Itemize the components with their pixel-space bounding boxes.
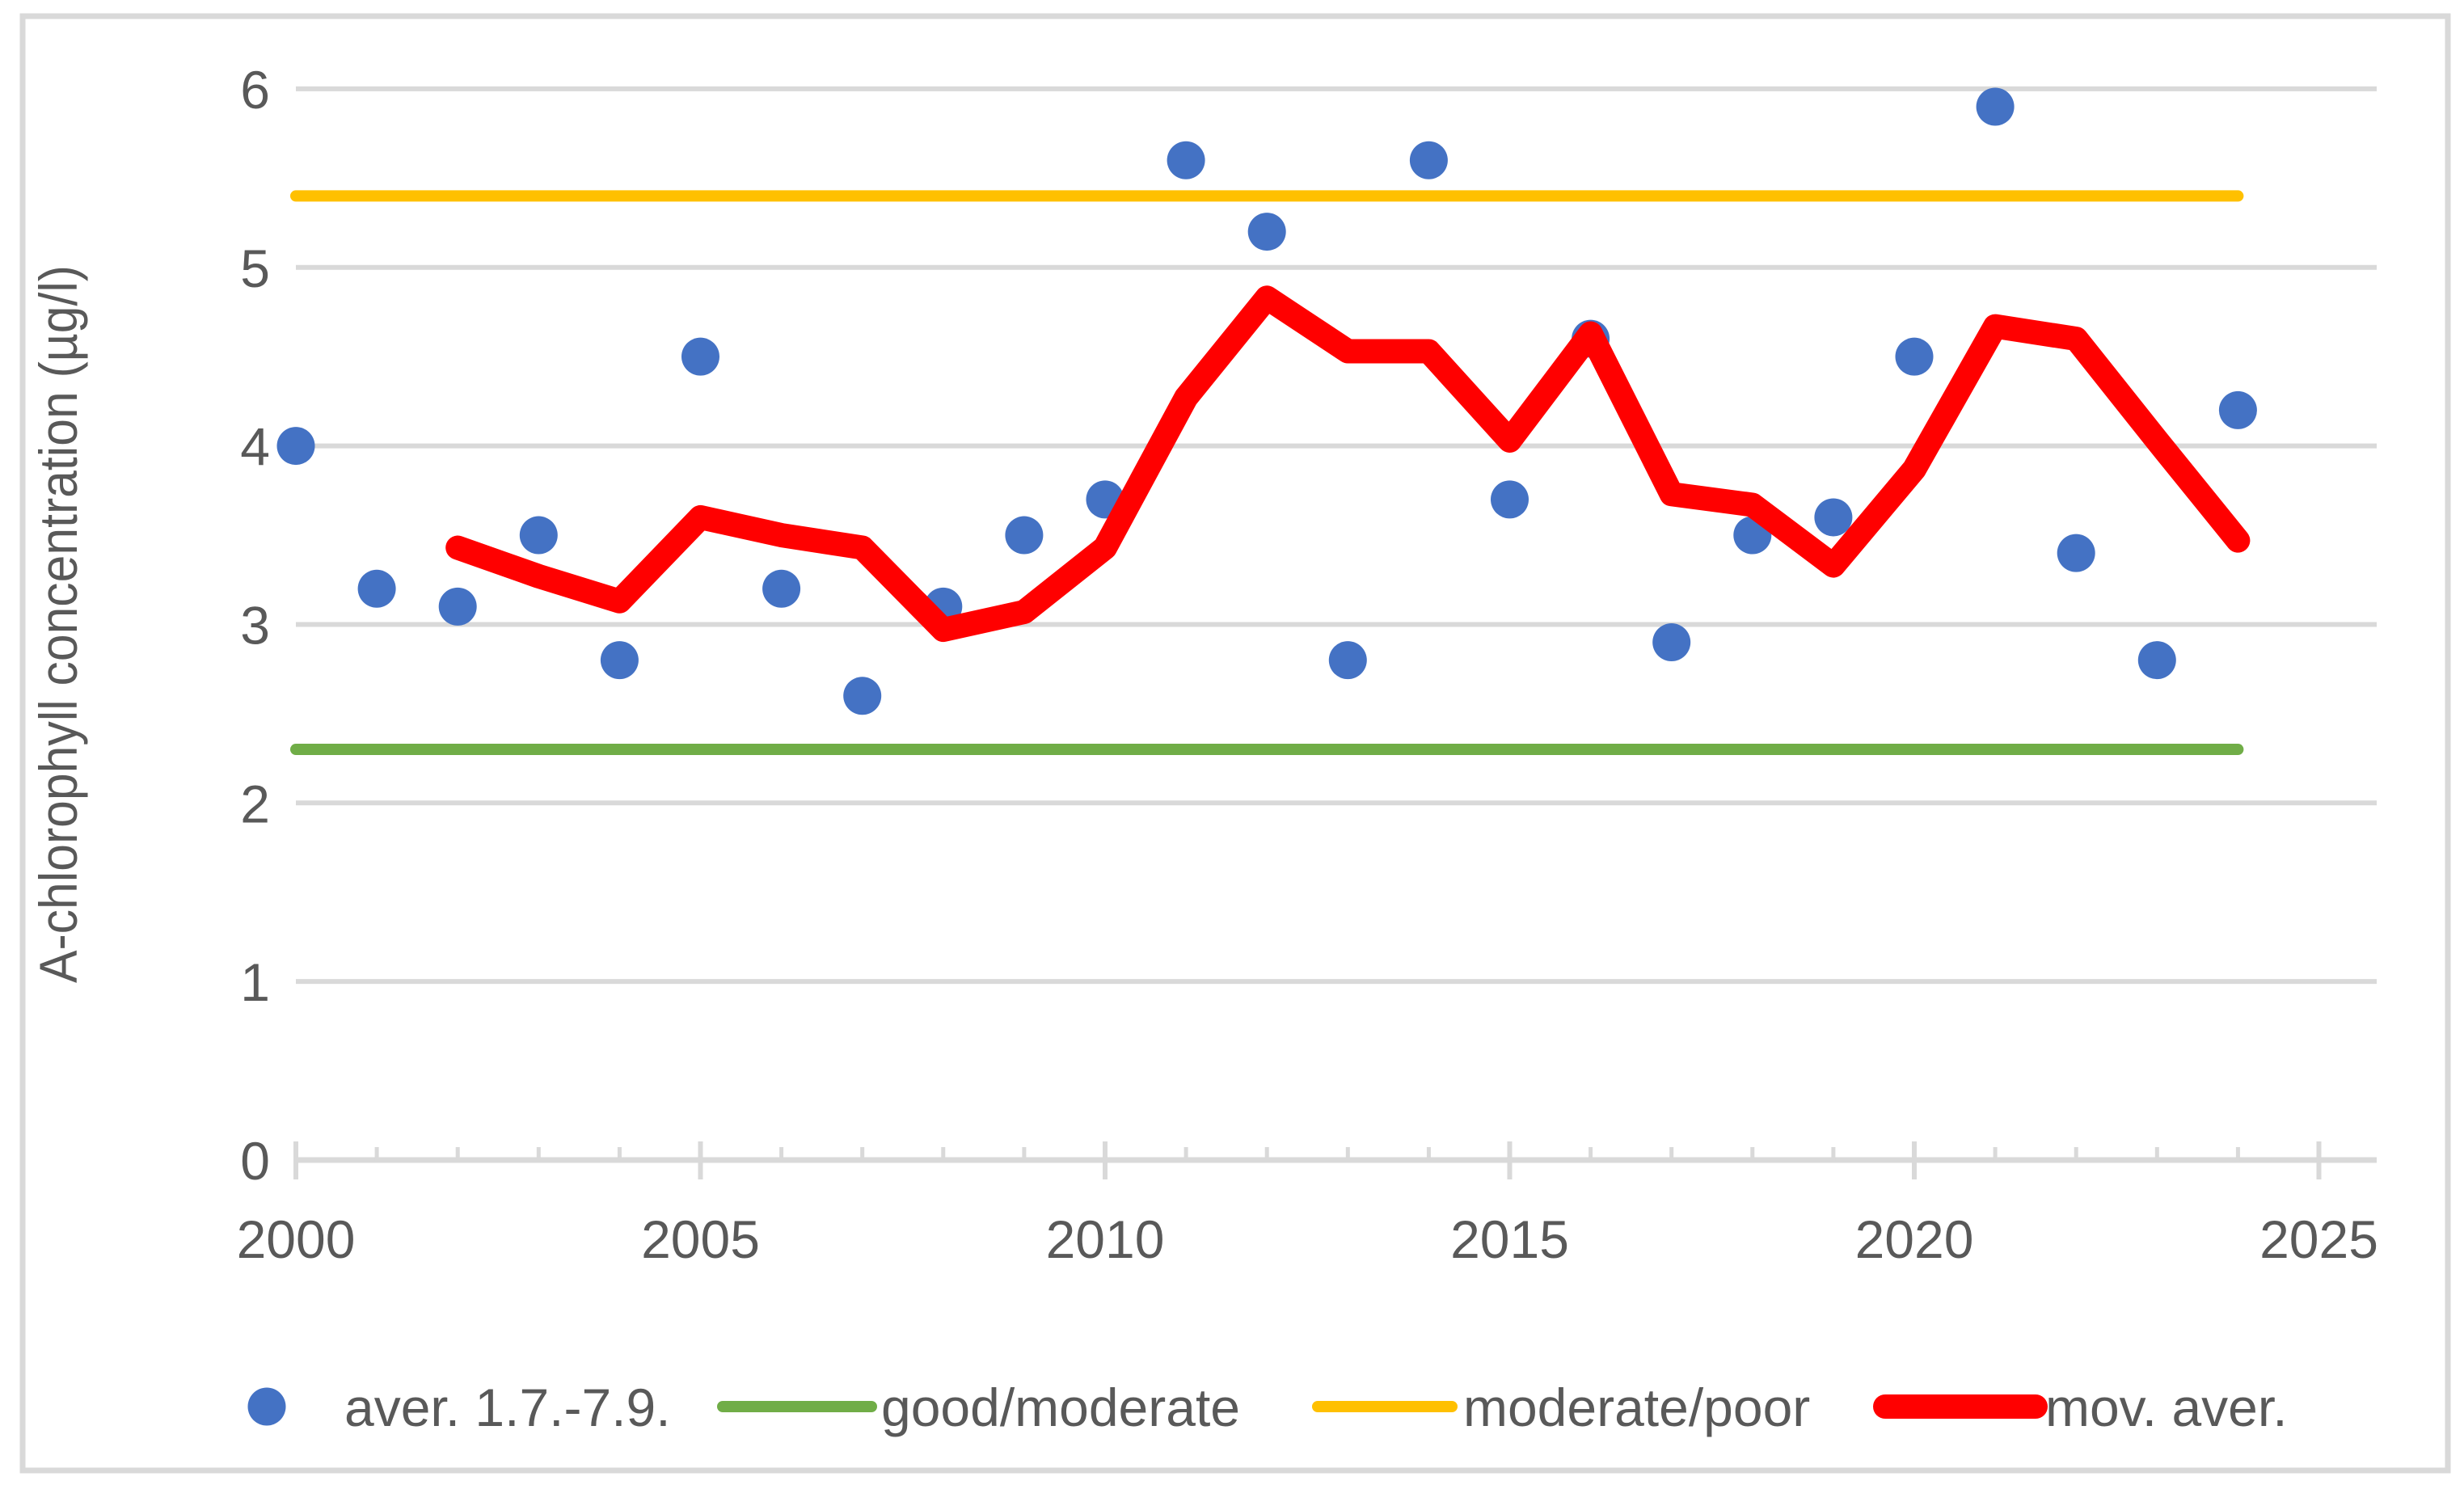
chart-border — [19, 13, 2451, 1474]
scatter-point-2024 — [2218, 390, 2257, 429]
gridlines — [296, 86, 2377, 985]
y-tick-label-2: 2 — [240, 774, 270, 833]
scatter-point-2013 — [1328, 641, 1367, 680]
x-tick-label-2025: 2025 — [2259, 1209, 2378, 1269]
scatter-point-2014 — [1409, 141, 1448, 179]
scatter-point-2022 — [2057, 534, 2095, 572]
scatter-point-2015 — [1491, 480, 1529, 519]
scatter-point-2019 — [1814, 498, 1853, 537]
scatter-point-2004 — [600, 641, 639, 680]
axis-labels: 2000 2005 2010 2015 2020 2025 0 1 2 3 4 5 6 A-chlorop… — [28, 60, 2378, 1269]
scatter-point-2002 — [438, 587, 477, 626]
scatter-point-2005 — [681, 337, 719, 376]
legend-label-good-moderate: good/moderate — [881, 1377, 1240, 1437]
scatter-point-2023 — [2137, 641, 2176, 680]
y-tick-label-6: 6 — [240, 60, 270, 120]
x-tick-label-2020: 2020 — [1855, 1209, 1974, 1269]
x-tick-label-2010: 2010 — [1046, 1209, 1165, 1269]
scatter-point-2000 — [276, 427, 315, 466]
y-tick-label-5: 5 — [240, 238, 270, 298]
y-axis-title: A-chlorophyll concentration (µg/l) — [28, 265, 88, 983]
plot-series — [276, 87, 2257, 756]
y-tick-label-1: 1 — [240, 952, 270, 1012]
legend-label-moderate-poor: moderate/poor — [1463, 1377, 1810, 1437]
legend: aver. 1.7.-7.9. good/moderate moderate/poo… — [247, 1377, 2288, 1437]
x-tick-label-2000: 2000 — [237, 1209, 356, 1269]
scatter-point-2009 — [1005, 516, 1044, 555]
legend-label-aver: aver. 1.7.-7.9. — [344, 1377, 671, 1437]
scatter-point-2017 — [1652, 623, 1691, 662]
x-tick-label-2005: 2005 — [641, 1209, 760, 1269]
legend-marker-circle-marker — [247, 1387, 286, 1426]
y-tick-label-4: 4 — [240, 417, 270, 477]
scatter-point-2007 — [843, 677, 882, 715]
legend-label-mov-aver: mov. aver. — [2045, 1377, 2288, 1437]
scatter-point-2012 — [1247, 213, 1286, 251]
y-tick-label-3: 3 — [240, 595, 270, 655]
scatter-point-2006 — [762, 569, 801, 608]
scatter-point-2003 — [519, 516, 558, 555]
x-axis — [293, 1141, 2377, 1179]
scatter-point-2001 — [357, 569, 396, 608]
x-tick-label-2015: 2015 — [1450, 1209, 1569, 1269]
scatter-point-2021 — [1976, 87, 2015, 126]
moving-average-line — [445, 285, 2251, 643]
scatter-point-2020 — [1895, 337, 1934, 376]
y-tick-label-0: 0 — [240, 1131, 270, 1191]
scatter-point-2011 — [1167, 141, 1205, 179]
